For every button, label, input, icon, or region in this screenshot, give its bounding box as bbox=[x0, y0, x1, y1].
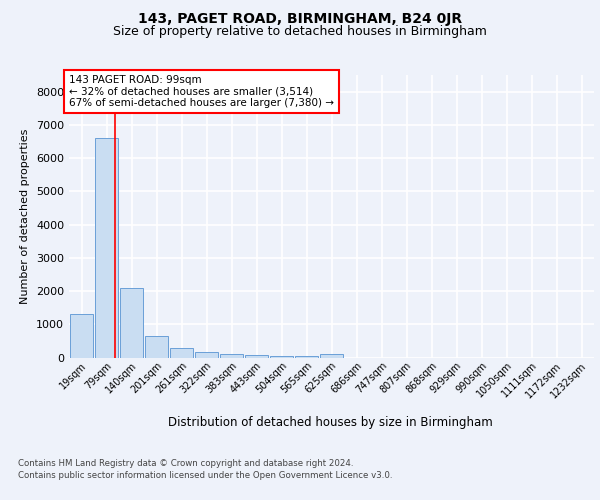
Text: 143, PAGET ROAD, BIRMINGHAM, B24 0JR: 143, PAGET ROAD, BIRMINGHAM, B24 0JR bbox=[138, 12, 462, 26]
Text: 143 PAGET ROAD: 99sqm
← 32% of detached houses are smaller (3,514)
67% of semi-d: 143 PAGET ROAD: 99sqm ← 32% of detached … bbox=[69, 75, 334, 108]
Bar bbox=[195, 352, 218, 358]
Text: Contains public sector information licensed under the Open Government Licence v3: Contains public sector information licen… bbox=[18, 471, 392, 480]
Bar bbox=[170, 348, 193, 358]
Bar bbox=[120, 288, 143, 358]
Bar bbox=[145, 336, 168, 357]
Bar bbox=[70, 314, 93, 358]
Y-axis label: Number of detached properties: Number of detached properties bbox=[20, 128, 31, 304]
Bar bbox=[95, 138, 118, 358]
Text: Distribution of detached houses by size in Birmingham: Distribution of detached houses by size … bbox=[167, 416, 493, 429]
Text: Size of property relative to detached houses in Birmingham: Size of property relative to detached ho… bbox=[113, 25, 487, 38]
Bar bbox=[270, 356, 293, 358]
Bar bbox=[245, 355, 268, 358]
Bar bbox=[320, 354, 343, 358]
Text: Contains HM Land Registry data © Crown copyright and database right 2024.: Contains HM Land Registry data © Crown c… bbox=[18, 458, 353, 468]
Bar bbox=[220, 354, 243, 358]
Bar bbox=[295, 356, 318, 358]
